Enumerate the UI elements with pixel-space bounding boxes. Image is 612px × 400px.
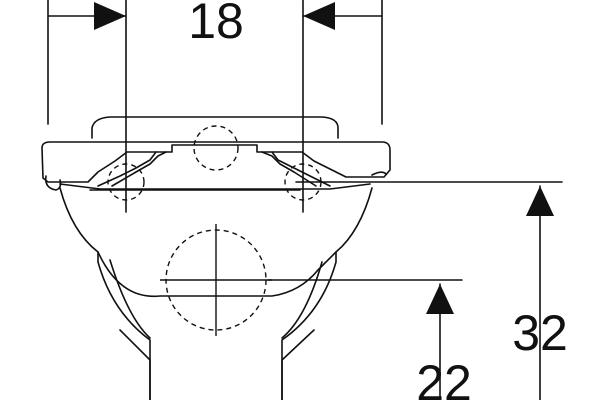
rim-lip-right [371,171,387,176]
fixing-bracket-right-inner [261,151,317,187]
rim-lip-left [44,175,62,191]
rim-height-dimension-label: 32 [512,305,568,361]
fixing-bolt-left [107,163,145,201]
fixing-bolt-right [284,163,322,201]
rim-height-arrow [526,186,554,216]
bowl-floor-left [119,329,151,400]
fixing-bracket-left-inner [111,151,167,187]
seat-rim-outline [41,141,391,183]
inner-rim-line [59,183,371,190]
seat-lid [91,116,339,139]
bowl-inner-left [97,251,337,298]
outlet-height-arrow [426,284,454,314]
bowl-outline [59,187,151,400]
fixing-bracket-left [97,151,157,187]
fixing-hole-top [193,125,239,171]
width-arrow-left [94,2,126,30]
width-arrow-right [303,2,335,30]
bowl-floor-right [281,329,315,400]
bowl-outline-right [281,187,373,400]
width-dimension-label: 18 [188,0,244,49]
fixing-bracket-right [271,151,331,187]
trap-line-left [109,259,151,339]
trap-line-right [281,261,323,339]
outlet-height-dimension-label: 22 [416,355,472,400]
